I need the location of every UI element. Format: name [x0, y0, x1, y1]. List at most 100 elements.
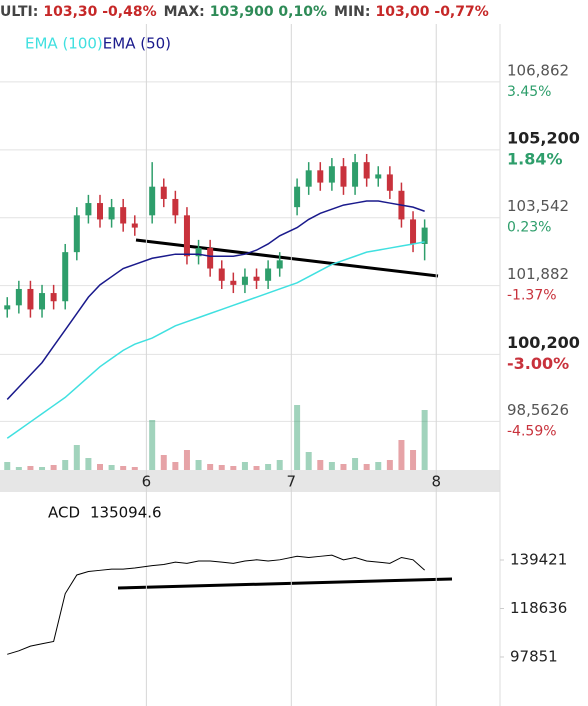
change-label: 3.45% [507, 84, 551, 100]
volume-bar [183, 450, 190, 470]
header-value: 103,30 -0,48% [43, 4, 156, 20]
x-tick-label: 6 [142, 473, 152, 491]
candle-body [340, 166, 347, 187]
acd-line [7, 554, 425, 655]
volume-bar [305, 452, 312, 470]
candle-body [317, 170, 324, 183]
volume-bar [108, 465, 115, 470]
candle-body [207, 248, 214, 269]
volume-bar [294, 405, 301, 470]
y-tick-label: 103,542 [507, 197, 569, 215]
candle-body [4, 305, 11, 310]
y-tick-label: 100,200 [507, 333, 580, 352]
volume-bar [410, 450, 417, 470]
x-axis-band [0, 470, 500, 492]
candle-body [27, 288, 34, 310]
candle-body [120, 207, 127, 224]
volume-bar [317, 460, 324, 470]
candle-body [363, 162, 370, 179]
change-label: -3.00% [507, 354, 569, 373]
change-label: 0.23% [507, 220, 551, 236]
legend-entry: EMA (100) [25, 35, 103, 53]
volume-bar [207, 464, 214, 470]
y-tick-label: 139421 [510, 550, 567, 568]
volume-bar [195, 460, 202, 470]
ema-line [6, 241, 425, 439]
candle-body [160, 186, 167, 199]
volume-bar [340, 464, 347, 470]
volume-bar [97, 464, 103, 470]
candle-body [15, 288, 22, 306]
candle-body [73, 215, 80, 253]
change-label: -4.59% [507, 423, 557, 439]
panel-value: 135094.6 [90, 504, 162, 522]
candle-body [305, 170, 312, 187]
volume-bar [421, 410, 428, 470]
candle-body [97, 203, 103, 220]
trend-line [117, 577, 453, 590]
change-label: -1.37% [507, 288, 557, 304]
y-tick-label: 101,882 [507, 265, 569, 283]
header-label: MAX: [164, 4, 205, 20]
volume-bar [253, 466, 260, 470]
candle-body [375, 174, 382, 179]
volume-bar [62, 460, 69, 470]
header-label: MIN: [334, 4, 370, 20]
x-tick-label: 7 [287, 473, 297, 491]
y-tick-label: 97851 [510, 647, 558, 665]
volume-bar [265, 464, 272, 470]
volume-bar [149, 420, 156, 470]
volume-bar [15, 467, 22, 470]
volume-bar [363, 464, 370, 470]
candle-body [230, 280, 237, 285]
candle-body [328, 166, 335, 183]
volume-bar [172, 462, 179, 470]
y-tick-label: 105,200 [507, 128, 580, 147]
candle-body [195, 248, 202, 257]
volume-bar [85, 458, 92, 470]
volume-bar [375, 462, 382, 470]
volume-bar [241, 462, 248, 470]
candle-body [265, 268, 272, 281]
y-tick-label: 106,862 [507, 61, 569, 79]
candle-body [39, 293, 46, 310]
candle-body [50, 293, 57, 302]
header-value: 103,900 0,10% [210, 4, 327, 20]
candle-body [386, 174, 393, 191]
volume-bar [160, 455, 167, 470]
y-tick-label: 98,5626 [507, 401, 569, 419]
candle-body [183, 215, 190, 257]
volume-bar [386, 460, 393, 470]
candle-body [218, 268, 225, 281]
candle-body [352, 162, 359, 187]
trend-line [135, 238, 439, 278]
volume-bar [398, 440, 405, 470]
candle-body [241, 276, 248, 285]
volume-bar [73, 445, 80, 470]
header-value: 103,00 -0,77% [375, 4, 488, 20]
x-tick-label: 8 [431, 473, 441, 491]
volume-bar [218, 465, 225, 470]
candle-body [149, 186, 156, 216]
candle-body [85, 203, 92, 216]
candle-body [294, 186, 301, 208]
candle-body [421, 227, 428, 244]
legend-entry: EMA (50) [103, 35, 171, 53]
y-tick-label: 118636 [510, 599, 567, 617]
volume-bar [120, 466, 127, 470]
volume-bar [276, 460, 283, 470]
candle-body [131, 223, 138, 228]
volume-bar [4, 462, 11, 470]
volume-bar [39, 467, 46, 470]
volume-bar [352, 458, 359, 470]
candle-body [62, 252, 69, 302]
ema-line [6, 200, 425, 400]
volume-bar [328, 462, 335, 470]
volume-bar [230, 466, 237, 470]
candle-body [253, 276, 260, 281]
header-label: ULTI: [0, 4, 38, 20]
candle-body [410, 219, 417, 244]
candle-body [172, 198, 179, 216]
change-label: 1.84% [507, 149, 563, 168]
